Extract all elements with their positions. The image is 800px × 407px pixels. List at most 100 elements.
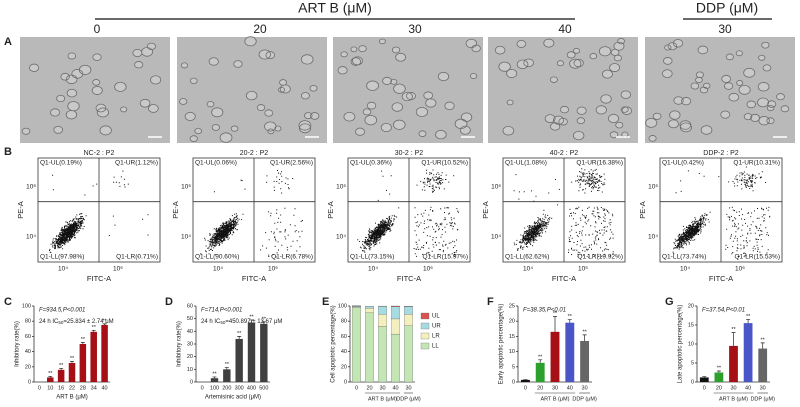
error-bar: [746, 318, 751, 324]
quadrant-label: Q1-LR(15.97%): [422, 254, 468, 261]
y-tick-label: 5: [512, 364, 515, 370]
y-tick-label: 10⁶: [26, 184, 36, 191]
error-bar: [224, 367, 229, 370]
y-tick-label: 80: [25, 319, 31, 325]
x-tick-label: 10⁴: [523, 266, 533, 273]
bar-segment: [391, 318, 400, 335]
bar-segment: [378, 306, 387, 315]
error-bar: [261, 321, 266, 324]
legend-swatch: [420, 342, 430, 350]
x-tick-label: 10⁶: [113, 266, 123, 273]
error-bar: [538, 359, 543, 363]
bar-segment: [365, 308, 374, 313]
legend-swatch: [420, 332, 430, 340]
x-axis-label: FITC-A: [87, 274, 111, 283]
y-tick-label: 0: [512, 379, 515, 385]
column-label: 30: [718, 22, 732, 36]
error-bar: [237, 336, 242, 339]
x-tick-label: 34: [91, 385, 97, 391]
group-label: ART B (μM): [368, 396, 397, 402]
y-axis-label: Inhibitory rate(%): [177, 321, 183, 367]
quadrant-label: Q1-UL(0.19%): [40, 160, 82, 167]
x-tick-label: 0: [38, 385, 41, 391]
bar: [550, 331, 560, 382]
ic50-part: 24 h IC: [39, 319, 59, 325]
x-tick-label: 400: [247, 385, 256, 391]
bar: [580, 340, 590, 382]
y-tick-label: 10: [187, 367, 193, 373]
group-label: ART B (μM): [541, 396, 570, 402]
y-axis-label: PE-A: [171, 201, 180, 219]
y-tick-label: 80: [341, 319, 347, 325]
x-axis-label: FITC-A: [709, 274, 733, 283]
x-tick-label: 40: [567, 385, 573, 391]
significance: **: [225, 362, 230, 368]
cells: [337, 38, 481, 140]
x-tick-label: 20: [366, 385, 372, 391]
x-tick-label: 0: [201, 385, 204, 391]
significance: **: [746, 314, 751, 320]
x-tick-label: 10⁴: [58, 266, 68, 273]
bar-segment: [378, 314, 387, 327]
significance: **: [568, 314, 573, 320]
bar-segment: [391, 305, 400, 307]
significance: **: [538, 354, 543, 360]
bar-segment: [404, 306, 413, 315]
significance: **: [48, 371, 53, 377]
error-bar: [249, 319, 254, 323]
bar-segment: [391, 306, 400, 320]
x-axis-label: Artemisinic acid (μM): [205, 395, 261, 401]
bar: [57, 369, 65, 382]
column-label: 40: [558, 22, 572, 36]
quadrant-label: Q1-UR(10.31%): [733, 160, 780, 167]
cells: [21, 42, 162, 136]
x-tick-label: 300: [235, 385, 244, 391]
bar: [68, 363, 76, 382]
column-label: 20: [253, 22, 267, 36]
bar: [260, 323, 268, 382]
y-tick-label: 10⁶: [491, 184, 501, 191]
ic50-part: =25.834 ± 2.74 μM: [63, 319, 113, 325]
group-label: ART B (μM): [719, 396, 748, 402]
y-tick-label: 20: [341, 364, 347, 370]
x-tick-label: 10⁴: [368, 266, 378, 273]
panel-label: D: [165, 296, 173, 308]
bar-segment: [404, 314, 413, 326]
significance: **: [731, 327, 736, 333]
bar: [90, 331, 97, 382]
events: [357, 169, 459, 257]
annotation: F=934.5,P<0.001: [39, 308, 85, 314]
x-tick-label: 30: [582, 385, 588, 391]
x-axis-label: FITC-A: [242, 274, 266, 283]
x-tick-label: 20: [716, 385, 722, 391]
quadrant-label: Q1-LR(15.53%): [734, 254, 780, 261]
y-tick-label: 0: [344, 379, 347, 385]
quadrant-label: Q1-LR(0.71%): [116, 254, 158, 261]
error-bar: [553, 316, 557, 332]
x-tick-label: 200: [222, 385, 231, 391]
plot-title: NC-2 : P2: [84, 150, 115, 157]
x-tick-label: 30: [760, 385, 766, 391]
x-tick-label: 10⁶: [423, 266, 433, 273]
y-tick-label: 100: [338, 303, 347, 309]
y-tick-label: 100: [22, 303, 31, 309]
x-tick-label: 10⁴: [213, 266, 223, 273]
bar: [47, 377, 54, 382]
y-tick-label: 10⁴: [26, 234, 36, 241]
plot-title: 40-2 : P2: [550, 150, 579, 157]
significance: **: [582, 329, 587, 335]
y-tick-label: 10⁴: [181, 234, 191, 241]
error-bar: [212, 376, 217, 379]
group-label: DDP (μM): [572, 396, 597, 402]
x-tick-label: 30: [552, 385, 558, 391]
events: [49, 170, 149, 258]
ic50-part: 50: [58, 320, 64, 325]
quadrant-label: Q1-UR(2.56%): [270, 160, 313, 167]
header-label: ART B (μM): [298, 0, 372, 16]
y-axis-label: Early apoptotic percentage(%): [499, 304, 505, 385]
bar: [101, 325, 108, 382]
y-tick-label: 10⁶: [181, 184, 191, 191]
x-axis-label: FITC-A: [397, 274, 421, 283]
y-tick-label: 40: [341, 349, 347, 355]
micrograph: [645, 37, 795, 143]
